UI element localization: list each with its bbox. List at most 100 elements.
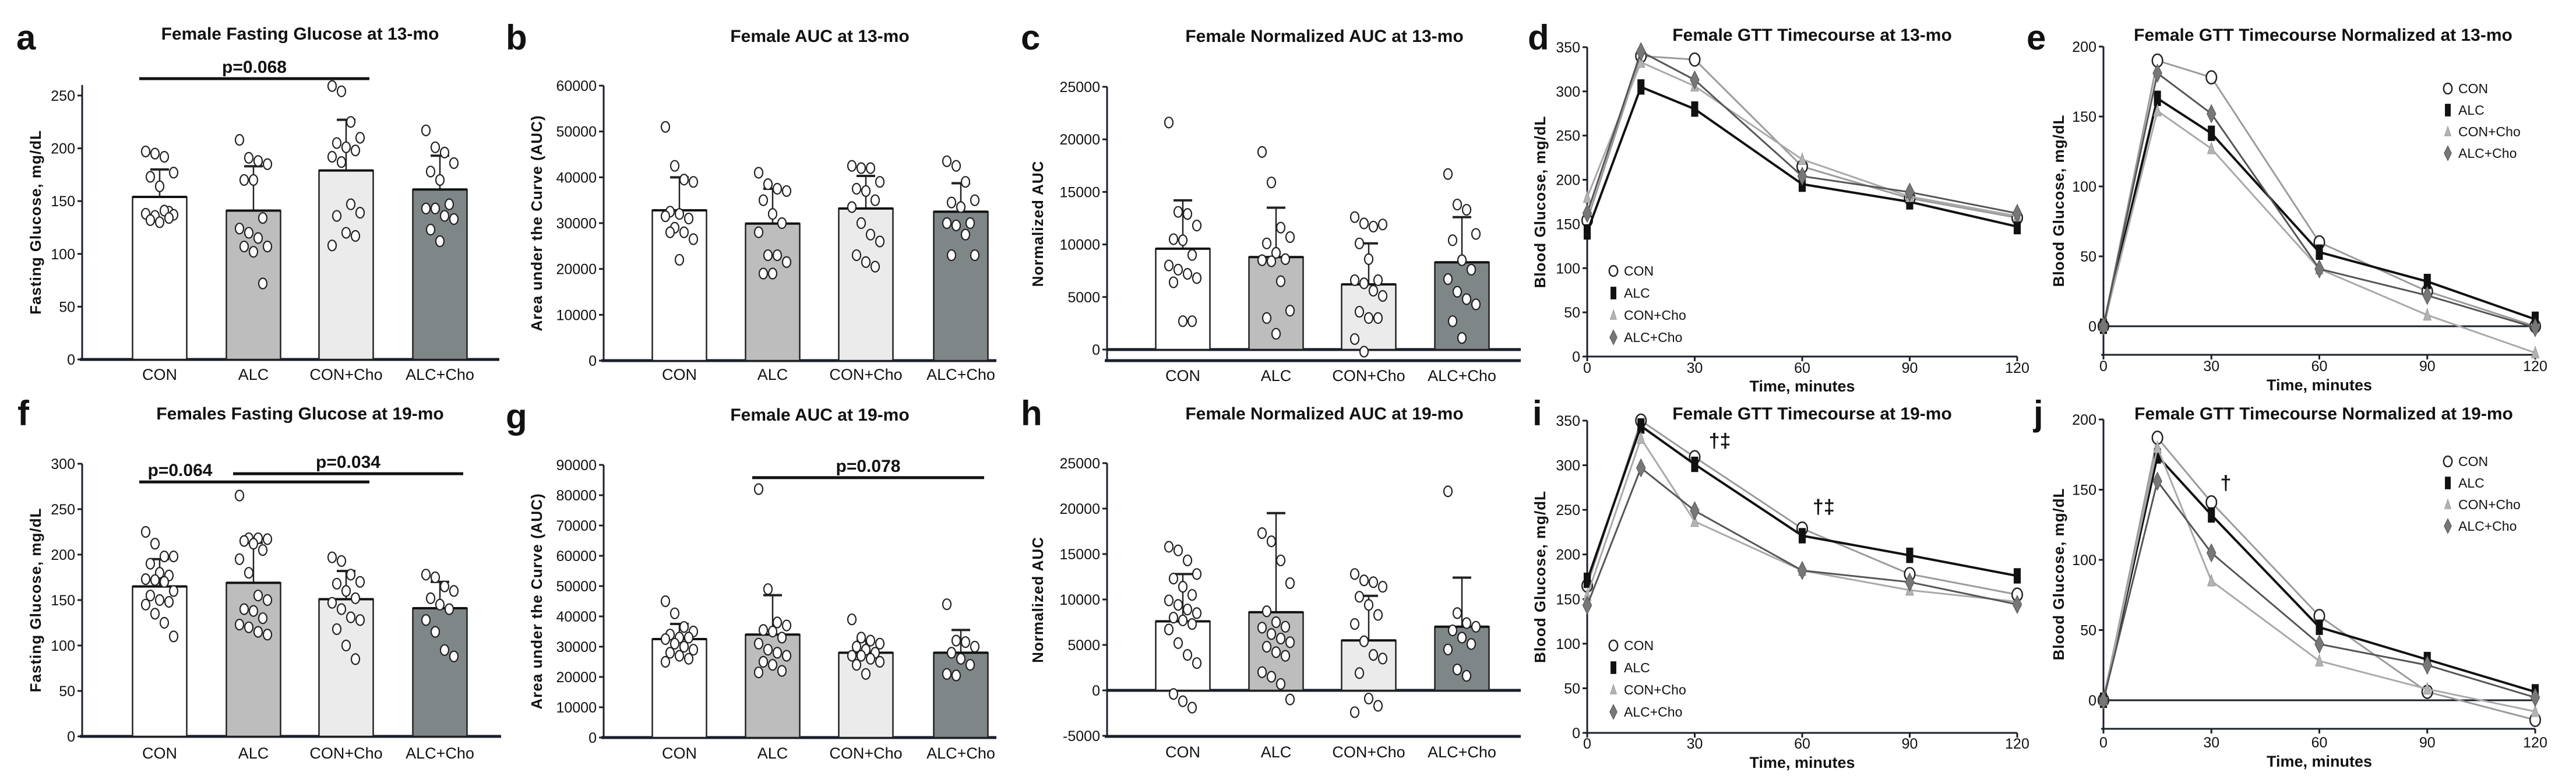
diamond-marker xyxy=(2314,634,2324,654)
y-axis-label: Normalized AUC xyxy=(1029,537,1046,663)
data-point xyxy=(444,198,454,210)
series-line-con-cho xyxy=(1586,61,2018,217)
y-tick-label: 100 xyxy=(2072,552,2096,569)
y-tick-label: 250 xyxy=(1556,502,1580,518)
data-point xyxy=(1466,638,1476,650)
y-axis-label: Normalized AUC xyxy=(1029,161,1046,287)
data-point xyxy=(355,576,365,588)
x-tick-label: 30 xyxy=(2203,358,2219,375)
data-point xyxy=(660,655,671,668)
y-tick-label: 50 xyxy=(1564,680,1580,697)
legend-square-icon xyxy=(1611,661,1616,674)
diamond-marker xyxy=(1636,458,1646,478)
y-tick-label: 80000 xyxy=(556,488,597,504)
diamond-marker xyxy=(2530,318,2540,337)
series-line-con xyxy=(2102,59,2536,327)
data-point xyxy=(970,640,980,653)
data-point xyxy=(336,603,347,615)
data-point xyxy=(753,167,764,179)
y-axis-label: Area under the Curve (AUC) xyxy=(528,115,545,331)
triangle-marker xyxy=(2531,345,2540,358)
data-point xyxy=(865,162,876,174)
data-point xyxy=(430,571,441,584)
data-point xyxy=(1359,574,1369,587)
legend-label: ALC+Cho xyxy=(2458,518,2517,534)
legend-diamond-icon xyxy=(2444,145,2452,161)
data-point xyxy=(145,590,156,602)
data-point xyxy=(970,249,980,262)
y-tick-label: 0 xyxy=(2088,319,2096,335)
x-category-label: ALC+Cho xyxy=(1428,367,1496,385)
y-tick-label: 150 xyxy=(2072,109,2096,125)
data-point xyxy=(679,621,689,633)
data-point xyxy=(346,198,356,210)
panel-f: f Females Fasting Glucose at 19-mo 0 50 100 1… xyxy=(17,394,501,762)
square-marker xyxy=(2013,218,2021,235)
data-point xyxy=(1359,345,1369,358)
data-point xyxy=(449,213,459,225)
data-point xyxy=(1443,273,1453,285)
data-point xyxy=(861,668,871,680)
data-point xyxy=(870,260,880,273)
data-point xyxy=(767,208,778,220)
data-point xyxy=(946,196,957,209)
bar-con xyxy=(651,209,707,362)
data-point xyxy=(965,217,975,230)
data-point xyxy=(1192,220,1202,232)
data-point xyxy=(856,162,866,174)
data-point xyxy=(960,176,971,188)
data-point xyxy=(946,647,957,659)
data-point xyxy=(1377,290,1388,302)
data-point xyxy=(1452,664,1463,676)
panel-a: a Female Fasting Glucose at 13-mo 0 50 100 15… xyxy=(16,18,499,383)
data-point xyxy=(1275,554,1286,567)
y-tick-label: 0 xyxy=(1092,683,1100,699)
data-point xyxy=(674,208,685,220)
y-axis-label: Blood Glucose, mg/dL xyxy=(2050,488,2067,661)
x-tick-label: 0 xyxy=(2099,358,2108,375)
data-point xyxy=(772,647,783,659)
x-category-label: CON xyxy=(662,745,697,762)
y-tick-label: 0 xyxy=(2088,693,2096,709)
data-point xyxy=(660,210,671,223)
legend-label: CON xyxy=(1624,638,1654,653)
data-point xyxy=(262,594,273,606)
data-point xyxy=(336,156,347,168)
diamond-marker xyxy=(1582,203,1592,223)
panel-i: i Female GTT Timecourse at 19-mo 0 50 100 150… xyxy=(1531,394,2029,771)
data-point xyxy=(1452,607,1463,619)
y-tick-label: 100 xyxy=(51,246,75,263)
data-point xyxy=(430,202,441,214)
x-category-label: ALC+Cho xyxy=(926,366,995,383)
series-line-alc xyxy=(1586,424,2018,581)
data-point xyxy=(150,147,160,160)
data-point xyxy=(942,598,952,611)
data-point xyxy=(1354,305,1365,318)
data-point xyxy=(327,80,337,92)
data-point xyxy=(1178,695,1188,707)
panel-letter: h xyxy=(1021,394,1042,433)
data-point xyxy=(956,201,966,213)
y-tick-label: 60000 xyxy=(556,548,597,565)
p-value-label: p=0.078 xyxy=(836,457,901,476)
data-point xyxy=(1457,254,1467,266)
diamond-marker xyxy=(1797,560,1807,580)
x-tick-label: 90 xyxy=(2419,735,2436,751)
data-point xyxy=(1447,234,1458,246)
data-point xyxy=(1173,637,1183,649)
data-point xyxy=(951,669,961,682)
data-point xyxy=(430,626,441,638)
data-point xyxy=(327,597,337,609)
y-tick-label: 250 xyxy=(1556,128,1580,144)
y-tick-label: 0 xyxy=(589,730,597,746)
data-point xyxy=(332,577,342,590)
bar-con-cho xyxy=(318,598,374,738)
data-point xyxy=(1182,649,1193,661)
bar-con-cho xyxy=(838,652,894,739)
y-tick-label: 15000 xyxy=(1059,184,1100,200)
data-point xyxy=(350,653,361,665)
data-point xyxy=(239,174,249,186)
data-point xyxy=(421,202,431,214)
data-point xyxy=(1275,632,1286,645)
data-point xyxy=(248,174,259,186)
